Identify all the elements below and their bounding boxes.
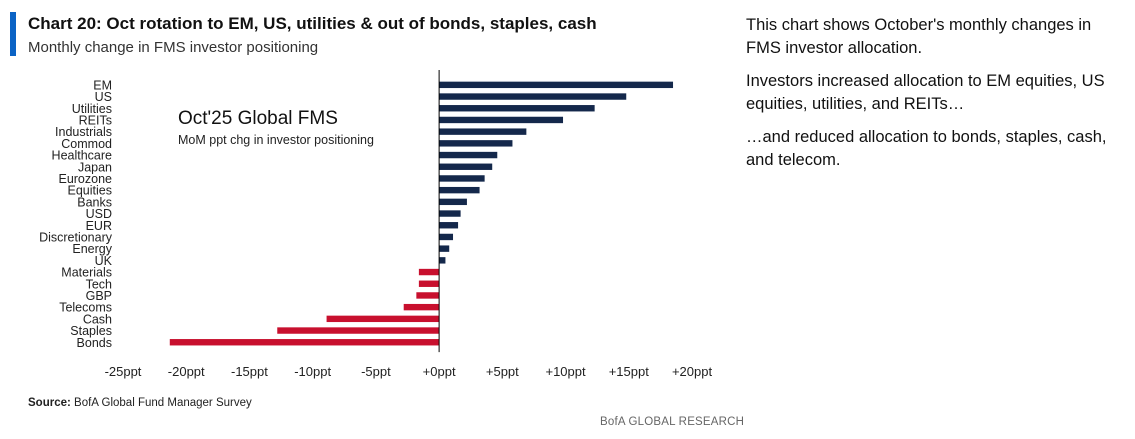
- category-label-tech: Tech: [86, 277, 112, 291]
- x-tick-label: +10ppt: [545, 364, 586, 379]
- inset-subtitle: MoM ppt chg in investor positioning: [178, 133, 374, 147]
- bar-tech: [418, 280, 440, 287]
- bar-eurozone: [439, 175, 485, 182]
- bar-staples: [277, 327, 440, 334]
- category-label-equities: Equities: [68, 184, 112, 198]
- commentary-paragraph-1: This chart shows October's monthly chang…: [746, 16, 1092, 57]
- x-tick-label: +5ppt: [486, 364, 519, 379]
- bar-utilities: [439, 105, 595, 112]
- category-label-gbp: GBP: [86, 289, 112, 303]
- bar-industrials: [439, 128, 527, 135]
- bar-equities: [439, 186, 480, 194]
- source-text: BofA Global Fund Manager Survey: [70, 397, 252, 409]
- category-label-staples: Staples: [70, 324, 112, 338]
- category-label-discretionary: Discretionary: [39, 230, 113, 244]
- category-label-usd: USD: [86, 207, 112, 221]
- inset-title: Oct'25 Global FMS: [178, 108, 338, 129]
- x-tick-label: -5ppt: [361, 364, 391, 379]
- category-label-energy: Energy: [72, 242, 112, 256]
- bar-us: [439, 93, 627, 100]
- category-label-bonds: Bonds: [77, 336, 112, 350]
- x-tick-label: +20ppt: [672, 364, 713, 379]
- x-tick-label: -25ppt: [105, 364, 142, 379]
- x-tick-label: -10ppt: [294, 364, 331, 379]
- bar-japan: [439, 163, 493, 170]
- source-note: Source: BofA Global Fund Manager Survey: [28, 397, 252, 409]
- bar-healthcare: [439, 151, 498, 159]
- category-label-japan: Japan: [78, 160, 112, 174]
- bar-energy: [439, 245, 450, 252]
- bar-telecoms: [403, 303, 440, 311]
- bar-usd: [439, 210, 461, 217]
- category-label-eur: EUR: [86, 219, 112, 233]
- category-label-industrials: Industrials: [55, 125, 112, 139]
- x-tick-label: -20ppt: [168, 364, 205, 379]
- category-label-us: US: [95, 90, 112, 104]
- source-label: Source:: [28, 397, 71, 409]
- bar-uk: [439, 257, 446, 264]
- bar-cash: [326, 315, 440, 323]
- category-label-uk: UK: [95, 254, 113, 268]
- bar-bonds: [169, 339, 440, 346]
- bar-reits: [439, 116, 564, 124]
- commentary-panel: This chart shows October's monthly chang…: [746, 14, 1126, 182]
- bar-materials: [418, 268, 440, 276]
- title-accent-bar: [10, 12, 16, 56]
- category-label-cash: Cash: [83, 312, 112, 326]
- x-tick-label: +0ppt: [423, 364, 456, 379]
- category-label-reits: REITs: [79, 113, 112, 127]
- bar-chart: EMUSUtilitiesREITsIndustrialsCommodHealt…: [39, 70, 713, 379]
- category-label-eurozone: Eurozone: [58, 172, 112, 186]
- commentary-paragraph-3: …and reduced allocation to bonds, staple…: [746, 128, 1107, 169]
- bar-discretionary: [439, 233, 454, 241]
- category-label-banks: Banks: [77, 195, 112, 209]
- bar-banks: [439, 198, 467, 206]
- category-label-utilities: Utilities: [72, 102, 112, 116]
- category-label-em: EM: [93, 78, 112, 92]
- commentary-paragraph-2: Investors increased allocation to EM equ…: [746, 72, 1105, 113]
- category-label-healthcare: Healthcare: [52, 149, 112, 163]
- chart-subtitle: Monthly change in FMS investor positioni…: [28, 39, 319, 56]
- bar-gbp: [416, 292, 440, 299]
- category-label-materials: Materials: [61, 266, 112, 280]
- chart-title: Chart 20: Oct rotation to EM, US, utilit…: [28, 14, 597, 33]
- x-tick-label: -15ppt: [231, 364, 268, 379]
- category-label-commod: Commod: [61, 137, 112, 151]
- x-tick-label: +15ppt: [609, 364, 650, 379]
- bar-commod: [439, 140, 513, 147]
- bar-em: [439, 81, 674, 89]
- category-label-telecoms: Telecoms: [59, 301, 112, 315]
- bar-eur: [439, 222, 459, 229]
- brand-label: BofA GLOBAL RESEARCH: [600, 416, 745, 428]
